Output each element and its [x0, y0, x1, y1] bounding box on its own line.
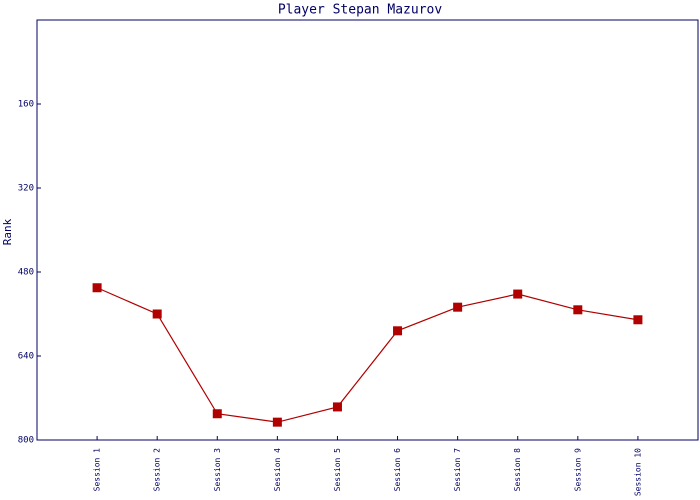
marker	[513, 289, 523, 299]
x-tick-label: Session 6	[393, 448, 402, 492]
line	[96, 287, 639, 423]
marker	[272, 417, 282, 427]
plot-frame	[36, 19, 699, 441]
marker	[212, 409, 222, 419]
x-tick-label: Session 7	[453, 448, 462, 492]
x-tick-label: Session 8	[513, 448, 522, 492]
y-tick-label: 320	[18, 184, 34, 194]
x-tick-label: Session 1	[93, 448, 102, 492]
marker	[633, 315, 643, 325]
x-tick-label: Session 4	[273, 448, 282, 492]
marker	[393, 326, 403, 336]
marker	[453, 302, 463, 312]
marker	[92, 283, 102, 293]
x-tick-label: Session 9	[573, 448, 582, 492]
y-tick-label: 800	[18, 436, 34, 446]
x-tick-label: Session 5	[333, 448, 342, 492]
y-tick-label: 160	[18, 100, 34, 110]
marker	[573, 305, 583, 315]
chart-title: Player Stepan Mazurov	[278, 3, 443, 18]
x-tick-label: Session 2	[153, 448, 162, 492]
y-axis-label: Rank	[1, 218, 14, 245]
marker	[152, 309, 162, 319]
x-tick-label: Session 3	[213, 448, 222, 492]
marker	[332, 402, 342, 412]
x-tick-label: Session 10	[633, 448, 642, 496]
y-tick-label: 640	[18, 352, 34, 362]
y-tick-label: 480	[18, 268, 34, 278]
